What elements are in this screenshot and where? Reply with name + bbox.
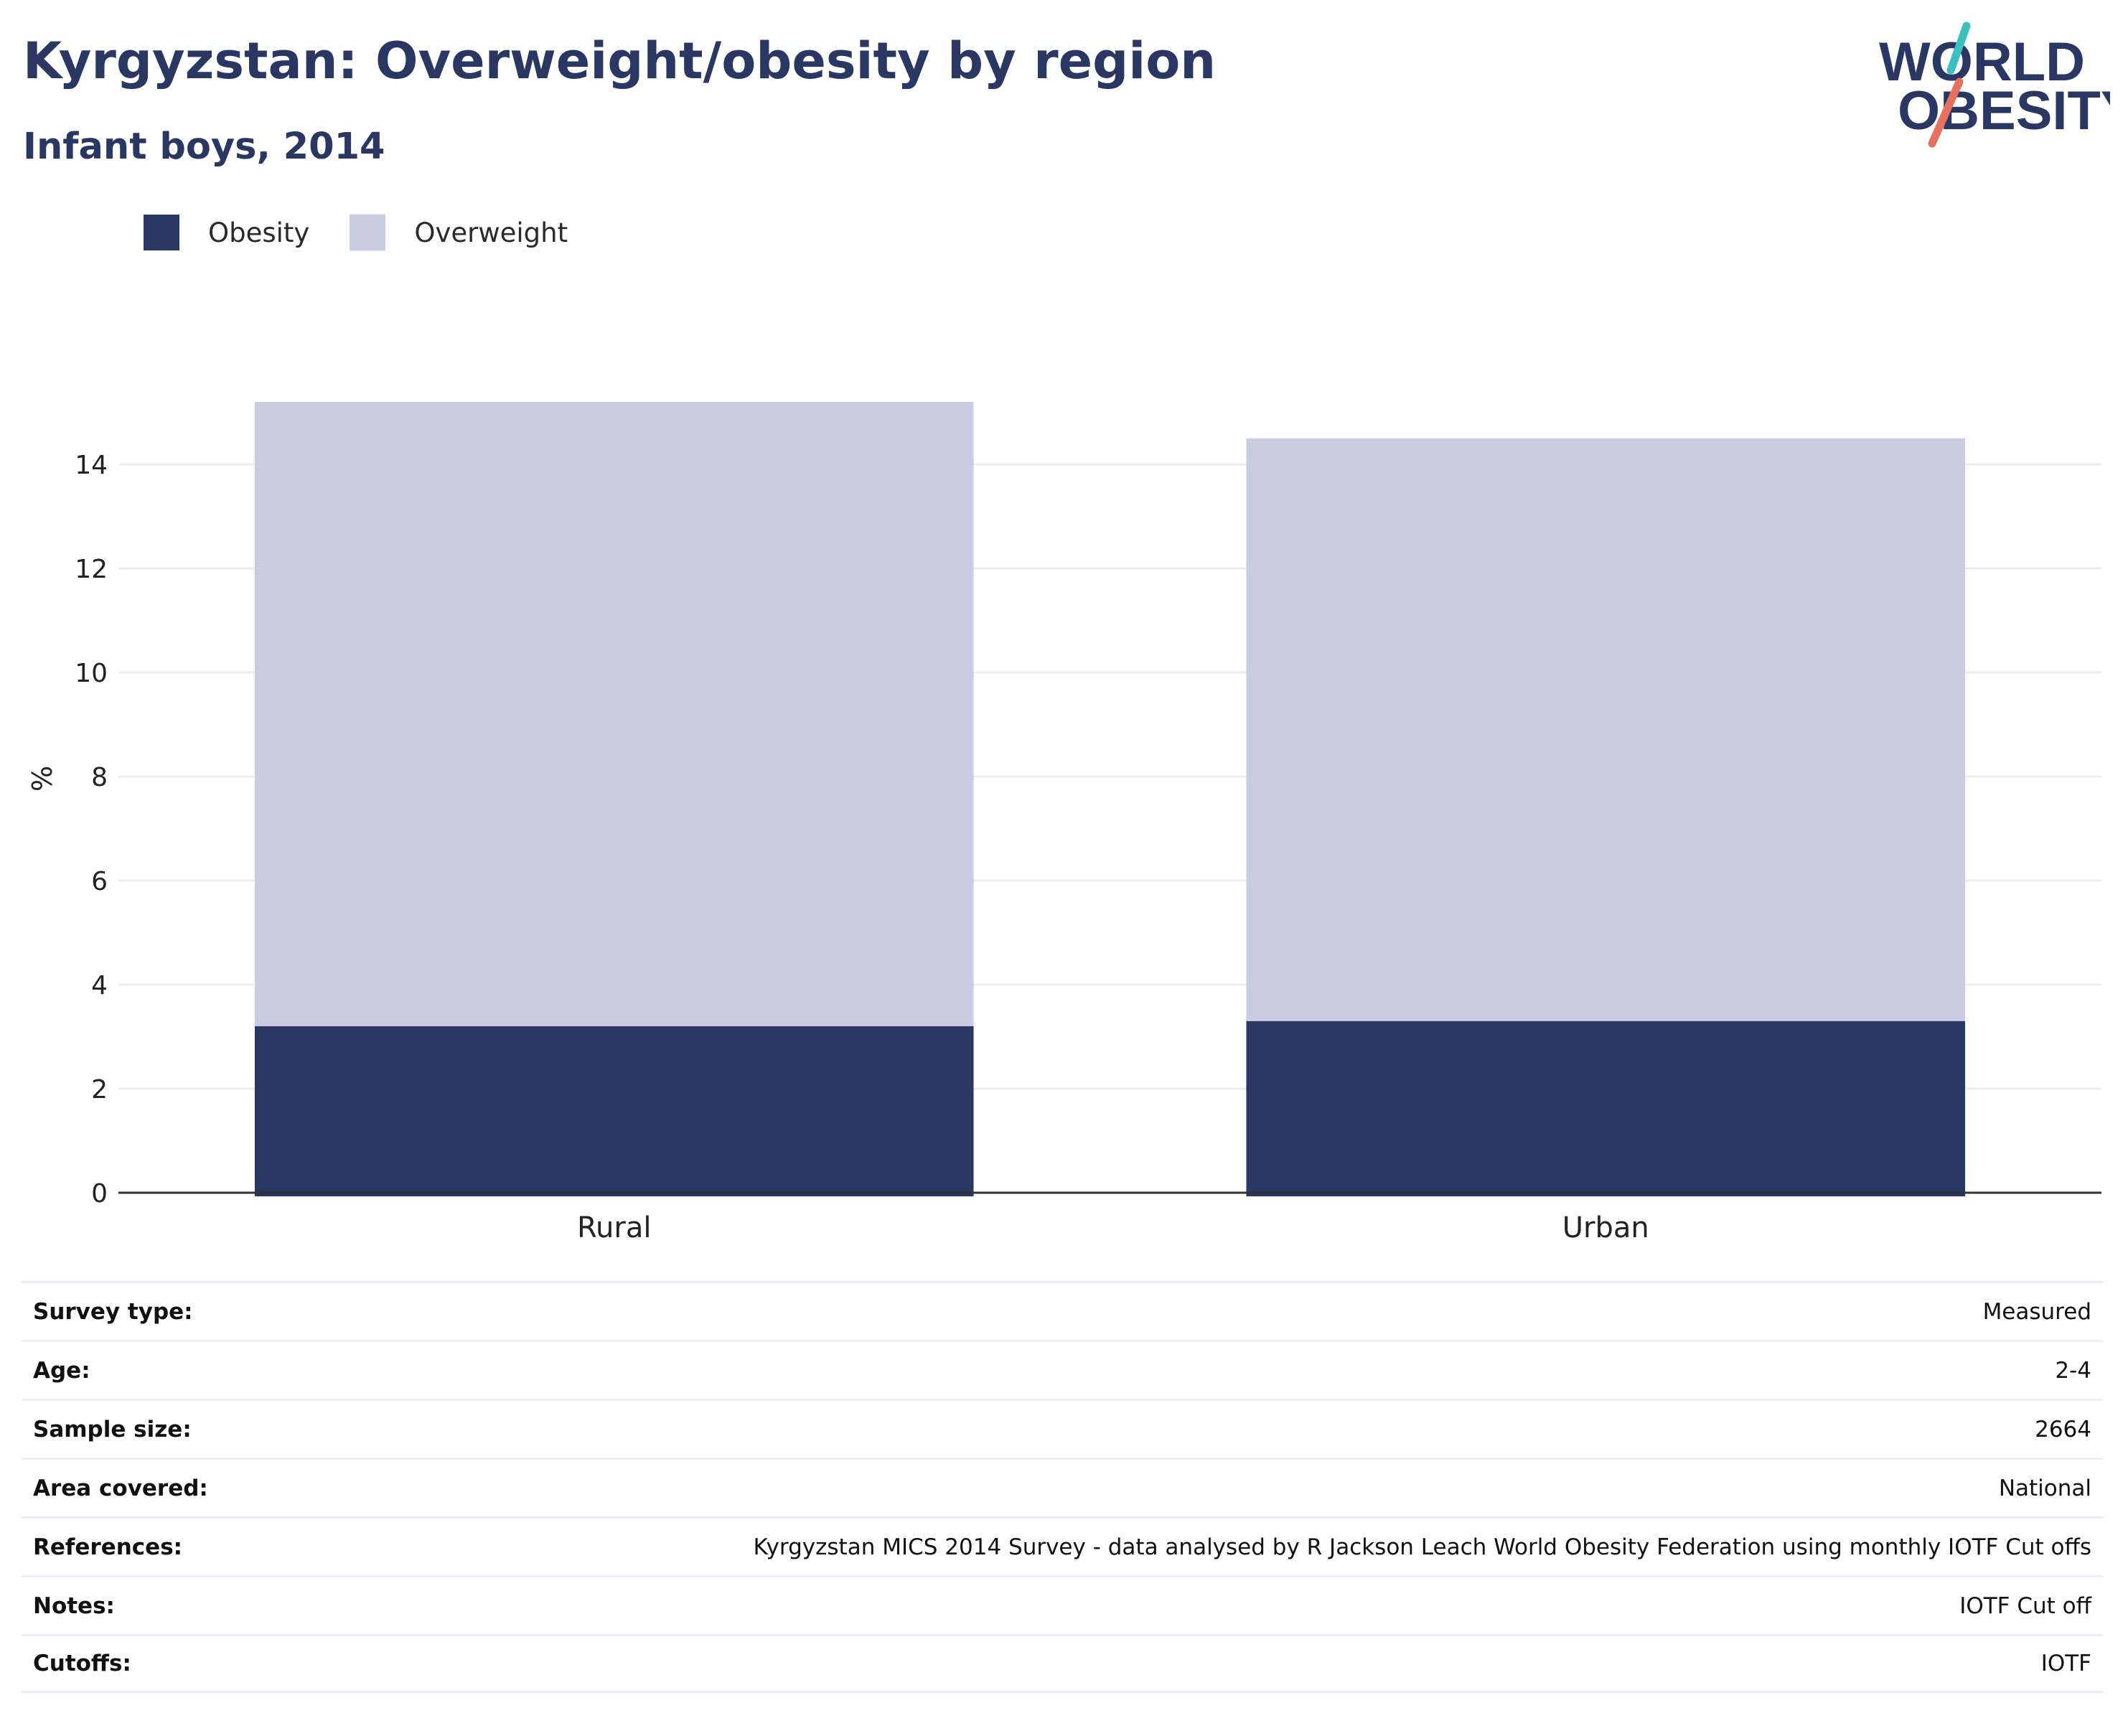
bar-urban-obesity[interactable] (1246, 1021, 1966, 1196)
chart-subtitle: Infant boys, 2014 (23, 126, 385, 168)
world-obesity-logo: WORLD OBESITY (1879, 22, 2110, 148)
meta-key: Age: (33, 1357, 90, 1384)
meta-row: Area covered: National (22, 1458, 2103, 1516)
meta-key: Survey type: (33, 1298, 193, 1325)
logo-teal-slash (1946, 22, 1971, 75)
y-tick-label: 8 (91, 763, 108, 792)
meta-row: Notes: IOTF Cut off (22, 1575, 2103, 1634)
meta-value: IOTF (2040, 1651, 2091, 1676)
legend-label-overweight: Overweight (414, 217, 568, 248)
legend-swatch-obesity (144, 215, 179, 250)
y-axis-label: % (27, 766, 58, 792)
meta-key: Area covered: (33, 1475, 208, 1501)
x-tick-label-rural: Rural (577, 1211, 651, 1244)
meta-row: Sample size: 2664 (22, 1399, 2103, 1458)
legend-label-obesity: Obesity (208, 217, 310, 248)
bars (254, 402, 1966, 1196)
meta-key: Sample size: (33, 1416, 192, 1442)
legend: Obesity Overweight (144, 214, 608, 251)
y-tick-label: 0 (91, 1179, 108, 1209)
x-tick-label-urban: Urban (1562, 1211, 1649, 1244)
survey-metadata-table: Survey type: Measured Age: 2-4 Sample size: 2… (22, 1281, 2103, 1693)
meta-row: Age: 2-4 (22, 1340, 2103, 1399)
legend-item-overweight[interactable]: Overweight (350, 215, 568, 250)
meta-value: 2664 (2035, 1416, 2091, 1442)
x-tick-labels: Rural Urban (577, 1211, 1649, 1244)
meta-value: 2-4 (2055, 1357, 2091, 1384)
bar-rural-obesity[interactable] (254, 1026, 974, 1196)
stacked-bar-chart: 0 2 4 6 8 10 12 14 Rural Urban % (27, 402, 2101, 1244)
bar-urban-overweight[interactable] (1246, 438, 1966, 1021)
logo-line-world: WORLD (1879, 32, 2085, 93)
meta-value: Measured (1982, 1298, 2091, 1325)
meta-row: References: Kyrgyzstan MICS 2014 Survey -… (22, 1516, 2103, 1575)
y-tick-label: 6 (91, 867, 108, 896)
y-tick-label: 4 (91, 971, 108, 1000)
bar-rural-overweight[interactable] (254, 402, 974, 1026)
legend-item-obesity[interactable]: Obesity (144, 215, 309, 250)
chart-title: Kyrgyzstan: Overweight/obesity by region (23, 32, 1217, 90)
meta-value: National (1998, 1475, 2091, 1501)
y-tick-label: 10 (75, 659, 108, 688)
legend-swatch-overweight (350, 215, 386, 250)
meta-key: References: (33, 1534, 183, 1560)
meta-value: Kyrgyzstan MICS 2014 Survey - data analy… (753, 1534, 2091, 1560)
y-tick-labels: 0 2 4 6 8 10 12 14 (75, 451, 108, 1209)
y-tick-label: 12 (75, 555, 108, 584)
y-tick-label: 14 (75, 451, 108, 480)
meta-row: Cutoffs: IOTF (22, 1634, 2103, 1693)
logo-line-obesity: OBESITY (1898, 80, 2110, 141)
meta-value: IOTF Cut off (1959, 1592, 2091, 1619)
meta-key: Notes: (33, 1592, 115, 1619)
y-tick-label: 2 (91, 1075, 108, 1104)
meta-row: Survey type: Measured (22, 1281, 2103, 1340)
meta-key: Cutoffs: (33, 1651, 131, 1676)
logo-coral-slash (1928, 78, 1964, 148)
